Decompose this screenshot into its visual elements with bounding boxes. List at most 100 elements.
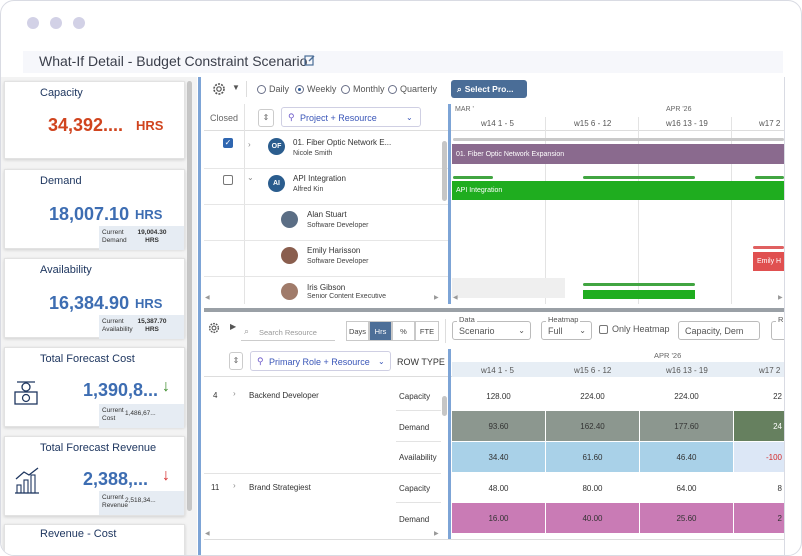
right-edge bbox=[784, 77, 785, 555]
heat-cell[interactable]: 162.40 bbox=[546, 411, 639, 441]
heat-cell[interactable]: 224.00 bbox=[674, 391, 699, 401]
heat-cell[interactable]: 61.60 bbox=[546, 442, 639, 472]
project-name[interactable]: API Integration bbox=[293, 174, 346, 183]
kpi-scrollbar[interactable] bbox=[187, 81, 192, 511]
sort-button[interactable]: ⇕ bbox=[258, 109, 274, 127]
expand-icon[interactable]: › bbox=[233, 481, 236, 490]
heat-cell[interactable]: 8 bbox=[777, 483, 782, 493]
window-controls bbox=[27, 17, 85, 29]
gantt-splitter[interactable] bbox=[448, 104, 451, 304]
project-bar[interactable]: API Integration bbox=[452, 181, 784, 200]
horizontal-splitter[interactable] bbox=[204, 308, 784, 312]
availability-card: Availability 16,384.90 HRS Current Avail… bbox=[4, 258, 185, 339]
expand-icon[interactable]: › bbox=[248, 140, 251, 149]
row-divider bbox=[396, 441, 441, 442]
sort-button[interactable]: ⇕ bbox=[229, 352, 243, 370]
mode-monthly[interactable]: Monthly bbox=[341, 84, 385, 94]
grid-scrollbar[interactable] bbox=[442, 396, 447, 416]
mode-quarterly[interactable]: Quarterly bbox=[388, 84, 437, 94]
grid-scrollbar[interactable] bbox=[442, 141, 447, 201]
heat-cell[interactable]: 224.00 bbox=[580, 391, 605, 401]
heat-cell[interactable]: 64.00 bbox=[676, 483, 697, 493]
gear-icon[interactable] bbox=[211, 81, 227, 97]
expand-icon[interactable]: › bbox=[233, 389, 236, 398]
heatmap-splitter[interactable] bbox=[448, 349, 451, 539]
window-dot[interactable] bbox=[50, 17, 62, 29]
row-type-select[interactable]: Capacity, Dem bbox=[678, 321, 760, 340]
unit-fte[interactable]: FTE bbox=[415, 321, 439, 341]
project-bar[interactable]: 01. Fiber Optic Network Expansion bbox=[452, 144, 784, 164]
unit-hrs[interactable]: Hrs bbox=[369, 321, 392, 341]
resource-name[interactable]: Alan Stuart bbox=[307, 210, 347, 219]
closed-checkbox[interactable]: ✓ bbox=[223, 138, 233, 148]
heat-cell[interactable]: -100 bbox=[734, 442, 784, 472]
select-button-label: Select Pro... bbox=[464, 84, 514, 94]
month-label: APR '26 bbox=[666, 106, 692, 113]
radio-icon[interactable] bbox=[257, 84, 266, 94]
window-dot[interactable] bbox=[27, 17, 39, 29]
allocation-line bbox=[755, 176, 784, 179]
row-type: Capacity bbox=[399, 484, 431, 493]
week-row bbox=[452, 362, 784, 377]
heat-cell[interactable]: 128.00 bbox=[486, 391, 511, 401]
resource-bar[interactable] bbox=[583, 290, 695, 299]
heat-cell[interactable]: 22 bbox=[773, 391, 782, 401]
card-title: Total Forecast Revenue bbox=[40, 442, 157, 454]
heat-cell[interactable]: 25.60 bbox=[640, 503, 733, 533]
radio-icon[interactable] bbox=[341, 84, 350, 94]
group-by-label: Primary Role + Resource bbox=[269, 357, 370, 367]
heat-cell[interactable]: 48.00 bbox=[488, 483, 509, 493]
project-chip: OF bbox=[268, 138, 285, 155]
closed-checkbox[interactable] bbox=[223, 175, 233, 185]
resource-bar[interactable]: Emily H bbox=[753, 252, 784, 271]
nonworking-shade bbox=[452, 278, 565, 298]
heat-cell[interactable]: 46.40 bbox=[640, 442, 733, 472]
role-name[interactable]: Brand Strategiest bbox=[249, 483, 311, 492]
data-value: Scenario bbox=[459, 325, 495, 336]
heat-cell[interactable]: 40.00 bbox=[546, 503, 639, 533]
sub-label: Current Revenue bbox=[102, 494, 129, 509]
heat-cell[interactable]: 24 bbox=[734, 411, 784, 441]
scroll-left-icon[interactable]: ◀ bbox=[205, 531, 210, 537]
data-select[interactable]: Scenario ⌄ bbox=[452, 321, 531, 340]
resource-name[interactable]: Iris Gibson bbox=[307, 283, 346, 292]
project-chip: AI bbox=[268, 175, 285, 192]
sub-label: Current Demand bbox=[102, 229, 127, 244]
group-by-select[interactable]: ⚲ Project + Resource ⌄ bbox=[281, 107, 421, 127]
role-name[interactable]: Backend Developer bbox=[249, 391, 319, 400]
divider bbox=[445, 319, 446, 343]
caret-right-icon[interactable]: ▶ bbox=[230, 322, 237, 331]
radio-icon[interactable] bbox=[295, 84, 304, 94]
project-name[interactable]: 01. Fiber Optic Network E... bbox=[293, 138, 392, 147]
heat-cell[interactable]: 177.60 bbox=[640, 411, 733, 441]
gear-icon[interactable] bbox=[207, 321, 221, 335]
scroll-right-icon[interactable]: ▶ bbox=[434, 295, 439, 301]
heat-cell[interactable]: 80.00 bbox=[582, 483, 603, 493]
radio-icon[interactable] bbox=[388, 84, 397, 94]
data-label: Data bbox=[457, 315, 477, 324]
scroll-left-icon[interactable]: ◀ bbox=[205, 295, 210, 301]
pane-splitter[interactable] bbox=[198, 77, 201, 555]
heat-cell[interactable]: 34.40 bbox=[452, 442, 545, 472]
scroll-right-icon[interactable]: ▶ bbox=[778, 295, 783, 301]
caret-down-icon[interactable]: ▼ bbox=[232, 83, 240, 92]
mode-daily[interactable]: Daily bbox=[257, 84, 289, 94]
group-by-select[interactable]: ⚲ Primary Role + Resource ⌄ bbox=[250, 351, 391, 371]
scroll-right-icon[interactable]: ▶ bbox=[434, 531, 439, 537]
unit-days[interactable]: Days bbox=[346, 321, 369, 341]
scroll-left-icon[interactable]: ◀ bbox=[453, 295, 458, 301]
resource-name[interactable]: Emily Harisson bbox=[307, 246, 361, 255]
demand-unit: HRS bbox=[135, 207, 163, 222]
heat-cell[interactable]: 16.00 bbox=[452, 503, 545, 533]
mode-weekly[interactable]: Weekly bbox=[295, 84, 336, 94]
collapse-icon[interactable]: ⌄ bbox=[247, 173, 254, 182]
only-heatmap-checkbox[interactable] bbox=[599, 325, 608, 334]
heat-cell[interactable]: 93.60 bbox=[452, 411, 545, 441]
heat-cell[interactable]: 2 bbox=[734, 503, 784, 533]
unit-percent[interactable]: % bbox=[392, 321, 415, 341]
edit-icon[interactable] bbox=[304, 54, 316, 66]
search-input[interactable]: ⌕ Search Resource bbox=[241, 323, 335, 341]
window-dot[interactable] bbox=[73, 17, 85, 29]
select-project-button[interactable]: ⌕ Select Pro... bbox=[451, 80, 527, 98]
